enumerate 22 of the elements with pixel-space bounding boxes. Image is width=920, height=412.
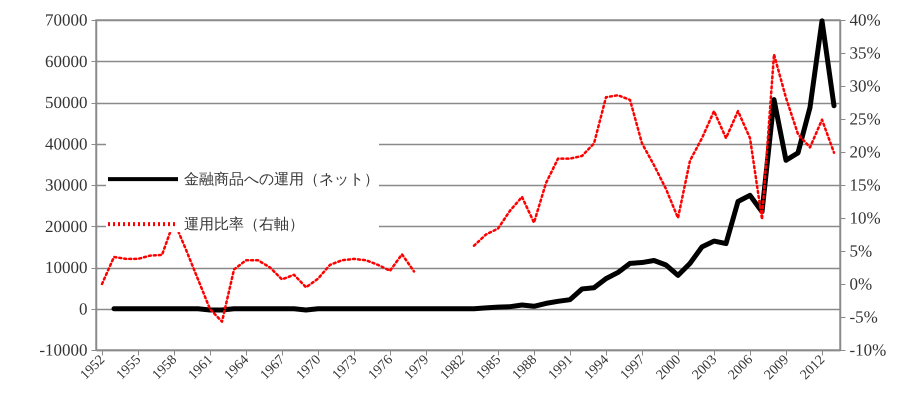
- legend-label: 運用比率（右軸）: [184, 216, 304, 234]
- y2-tick-label: 0%: [850, 274, 872, 294]
- y-tick-label: 40000: [45, 134, 88, 154]
- y-tick-label: 60000: [45, 52, 88, 71]
- y2-tick-label: -10%: [850, 340, 886, 360]
- y-tick-label: 10000: [45, 258, 88, 277]
- y2-tick-label: 25%: [850, 110, 881, 128]
- y2-tick-label: 30%: [850, 76, 881, 96]
- y-tick-label: 20000: [45, 216, 88, 236]
- legend-label: 金融商品への運用（ネット）: [184, 171, 379, 188]
- y-tick-label: 70000: [45, 10, 88, 30]
- y2-tick-label: 15%: [850, 176, 881, 194]
- y2-tick-label: 20%: [850, 142, 881, 162]
- y-tick-label: 50000: [45, 93, 88, 112]
- y2-tick-label: 40%: [850, 10, 881, 30]
- y2-tick-label: -5%: [850, 308, 878, 326]
- y-tick-label: 0: [79, 299, 88, 318]
- y2-tick-label: 5%: [850, 242, 872, 260]
- y-tick-label: 30000: [45, 176, 88, 194]
- y-tick-label: -10000: [39, 340, 88, 360]
- y2-tick-label: 35%: [850, 44, 881, 62]
- y2-tick-label: 10%: [850, 208, 881, 228]
